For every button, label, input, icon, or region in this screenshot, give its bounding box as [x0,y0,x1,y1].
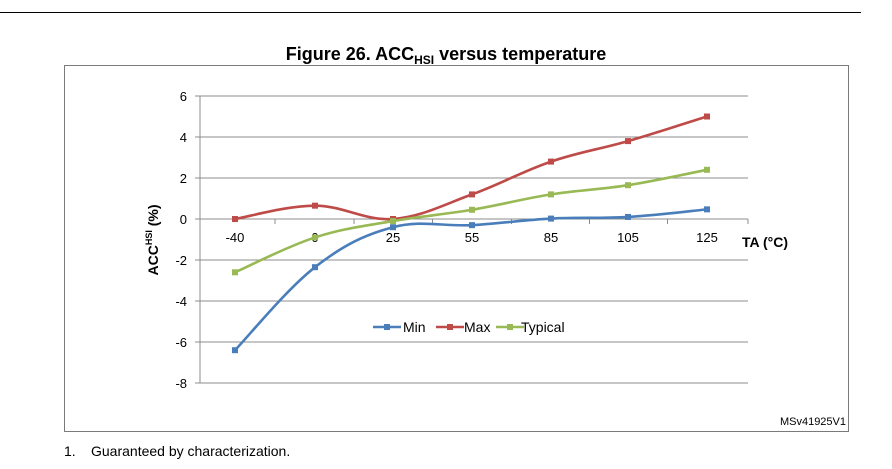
y-tick-label: -4 [175,294,187,309]
legend-label-typical: Typical [521,319,565,335]
figure-title-subscript: HSI [414,53,435,67]
data-point-max [312,202,318,209]
legend-marker-typical [507,324,513,330]
series-line-typical [233,168,709,274]
footnote: 1. Guaranteed by characterization. [64,443,290,459]
legend-marker-max [447,324,453,330]
data-point-min [312,264,318,271]
data-point-typical [312,234,318,241]
y-axis-title-end: (%) [145,204,161,230]
x-tick-label: 55 [465,230,479,245]
data-point-min [232,347,238,354]
data-point-max [704,113,710,120]
data-point-min [390,224,396,231]
y-tick-label: 0 [180,212,187,227]
data-point-typical [390,218,396,225]
y-axis-title-sup: HSI [144,230,154,245]
x-tick-label: 85 [544,230,558,245]
data-point-min [704,206,710,213]
y-tick-label: 4 [180,130,187,145]
x-tick-label: 125 [696,230,718,245]
data-point-max [469,191,475,198]
series-line-max [233,115,709,221]
figure-title-main: Figure 26. ACC [285,44,415,64]
y-axis-title-main: ACC [145,245,161,275]
footnote-text: Guaranteed by characterization. [91,443,291,459]
chart-frame [64,65,849,432]
data-point-min [625,213,631,220]
data-point-min [469,222,475,229]
footnote-number: 1. [64,443,76,459]
figure-title: Figure 26. ACCHSI versus temperature [0,44,892,67]
data-point-max [232,216,238,222]
y-tick-label: -8 [175,376,187,391]
top-rule [0,12,861,13]
data-point-max [548,158,554,165]
x-tick-label: -40 [226,230,245,245]
data-point-typical [548,191,554,198]
x-axis-title: TA (°C) [742,234,788,250]
figure-title-end: versus temperature [434,44,607,64]
y-tick-label: -6 [175,335,187,350]
data-point-max [625,138,631,145]
data-point-min [548,215,554,222]
y-tick-label: 6 [180,89,187,104]
legend-label-min: Min [403,319,426,335]
data-point-typical [469,206,475,213]
y-tick-label: 2 [180,171,187,186]
data-point-typical [232,269,238,276]
y-axis-title: ACCHSI (%) [144,204,161,275]
data-point-typical [704,166,710,173]
legend-marker-min [384,324,390,330]
legend-label-max: Max [464,319,490,335]
x-tick-label: 105 [617,230,639,245]
data-point-typical [625,182,631,189]
figure-code: MSv41925V1 [779,416,846,428]
y-tick-label: -2 [175,253,187,268]
x-tick-label: 25 [386,230,400,245]
